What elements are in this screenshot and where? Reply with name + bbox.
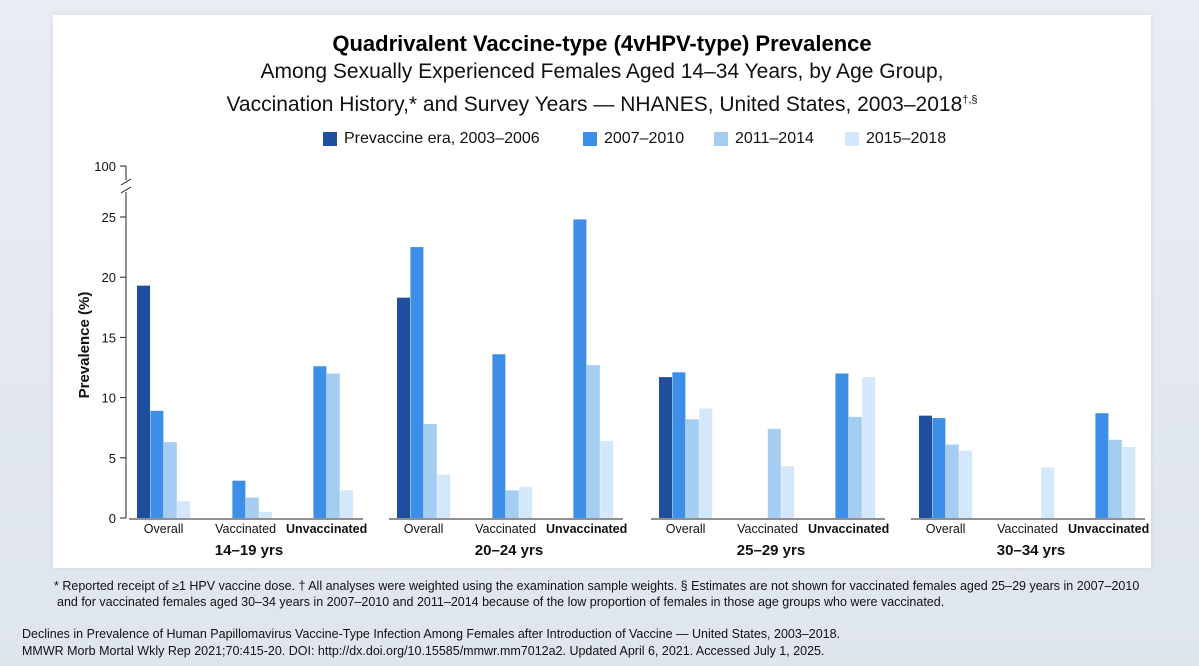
legend-label: 2011–2014	[735, 130, 814, 147]
bar	[1122, 446, 1136, 518]
chart-title: Quadrivalent Vaccine-type (4vHPV-type) P…	[332, 31, 872, 56]
bar	[699, 408, 713, 518]
y-tick-label: 15	[102, 330, 116, 345]
chart-subtitle-line2: Vaccination History,* and Survey Years —…	[53, 86, 1151, 119]
subgroup-label: Overall	[666, 522, 706, 536]
bar	[659, 377, 672, 518]
group-label: 25–29 yrs	[737, 542, 805, 559]
bar	[848, 416, 862, 518]
bar	[245, 497, 259, 518]
subgroup-label: Overall	[926, 522, 966, 536]
legend-item-prevaccine: Prevaccine era, 2003–2006	[323, 130, 540, 148]
y-tick-label: 5	[109, 451, 116, 466]
footnote: * Reported receipt of ≥1 HPV vaccine dos…	[54, 578, 1154, 610]
legend-swatch	[583, 132, 597, 146]
bar	[163, 442, 177, 518]
bar	[437, 474, 451, 518]
legend-swatch	[714, 132, 728, 146]
bar	[1108, 439, 1122, 518]
legend-label: 2015–2018	[866, 130, 947, 147]
bar	[505, 490, 519, 518]
bar	[410, 247, 424, 518]
group-label: 20–24 yrs	[475, 542, 543, 559]
bar	[423, 424, 437, 518]
bar	[177, 501, 191, 518]
subtitle-line2-text: Vaccination History,* and Survey Years —…	[226, 93, 963, 116]
subgroup-label: Vaccinated	[215, 522, 276, 536]
bar	[1041, 467, 1055, 518]
chart-titles: Quadrivalent Vaccine-type (4vHPV-type) P…	[53, 30, 1151, 119]
y-tick-label: 100	[94, 159, 116, 174]
subgroup-label: Vaccinated	[475, 522, 536, 536]
bar	[573, 219, 587, 518]
bar	[685, 419, 699, 518]
bar	[259, 511, 273, 518]
bar	[767, 428, 781, 518]
legend-label: 2007–2010	[604, 130, 685, 147]
bar	[932, 418, 946, 518]
bar	[959, 450, 973, 518]
group-label: 30–34 yrs	[997, 542, 1065, 559]
bar	[586, 365, 600, 518]
legend-item-2011-2014: 2011–2014	[714, 130, 814, 148]
bar	[862, 377, 876, 518]
y-tick-label: 10	[102, 391, 116, 406]
bar	[492, 354, 506, 518]
legend-item-2007-2010: 2007–2010	[583, 130, 684, 148]
bar	[600, 440, 614, 518]
bar	[919, 415, 932, 518]
bar	[313, 366, 327, 518]
legend-swatch	[845, 132, 859, 146]
chart-subtitle-line1: Among Sexually Experienced Females Aged …	[260, 60, 944, 83]
chart-legend: Prevaccine era, 2003–2006 2007–2010 2011…	[0, 130, 1199, 150]
bar	[519, 486, 533, 518]
bar	[150, 410, 164, 518]
subgroup-label: Vaccinated	[997, 522, 1058, 536]
subgroup-label: Unvaccinated	[1068, 522, 1149, 536]
subgroup-label: Overall	[404, 522, 444, 536]
axis-break-mark	[120, 186, 132, 194]
bar	[232, 480, 246, 518]
legend-swatch	[323, 132, 337, 146]
legend-label: Prevaccine era, 2003–2006	[344, 130, 540, 147]
axis-break-mark	[120, 178, 132, 186]
subgroup-label: Overall	[144, 522, 184, 536]
subtitle-footnote-marks: †,§	[962, 94, 978, 106]
bar	[397, 297, 410, 518]
source-citation: Declines in Prevalence of Human Papillom…	[22, 626, 1172, 660]
subgroup-label: Unvaccinated	[286, 522, 367, 536]
group-label: 14–19 yrs	[215, 542, 283, 559]
bar	[340, 490, 354, 518]
y-tick-label: 20	[102, 270, 116, 285]
subgroup-label: Unvaccinated	[808, 522, 889, 536]
source-line1: Declines in Prevalence of Human Papillom…	[22, 627, 841, 641]
bar	[326, 373, 340, 518]
subgroup-label: Unvaccinated	[546, 522, 627, 536]
subgroup-label: Vaccinated	[737, 522, 798, 536]
bar	[781, 466, 795, 518]
bar	[672, 372, 686, 518]
y-tick-label: 0	[109, 511, 116, 526]
bar	[835, 373, 849, 518]
bar	[137, 285, 150, 518]
legend-item-2015-2018: 2015–2018	[845, 130, 946, 148]
footnote-line1: * Reported receipt of ≥1 HPV vaccine dos…	[54, 579, 1140, 593]
source-line2: MMWR Morb Mortal Wkly Rep 2021;70:415-20…	[22, 644, 825, 658]
bar	[945, 444, 959, 518]
y-axis-label: Prevalence (%)	[76, 292, 93, 399]
footnote-line2: and for vaccinated females aged 30–34 ye…	[57, 595, 945, 609]
y-tick-label: 25	[102, 210, 116, 225]
bar	[1095, 413, 1109, 518]
